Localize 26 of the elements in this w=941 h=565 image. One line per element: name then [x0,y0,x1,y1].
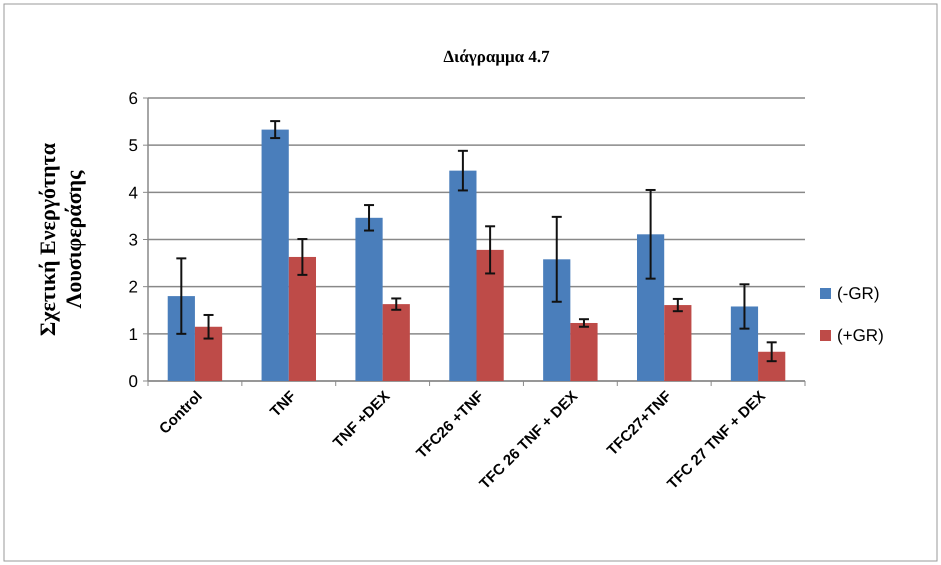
chart-title: Διάγραμμα 4.7 [443,47,550,66]
bar [194,326,222,381]
bar [476,250,504,381]
legend-label: (+GR) [837,326,884,345]
bar [730,306,758,381]
x-tick-label: TNF [266,388,300,420]
legend-label: (-GR) [837,284,880,303]
y-tick-label: 5 [128,136,138,156]
bar [449,170,476,381]
bar [168,296,195,381]
y-tick-label: 4 [128,183,138,202]
bar [664,305,692,381]
bar [382,304,410,381]
y-tick-label: 0 [128,372,138,391]
bar [570,322,598,381]
y-tick-label: 1 [128,324,138,344]
bar [262,130,289,381]
y-axis-title: Σχετική Ενεργότητα Λουσιφεράσης [35,142,86,336]
bar [758,352,786,381]
y-tick-label: 2 [128,278,138,297]
y-tick-label: 3 [128,230,138,250]
bar [288,256,316,381]
bar [636,234,664,381]
bar [355,218,383,381]
bar [543,259,570,381]
y-tick-label: 6 [128,89,138,108]
